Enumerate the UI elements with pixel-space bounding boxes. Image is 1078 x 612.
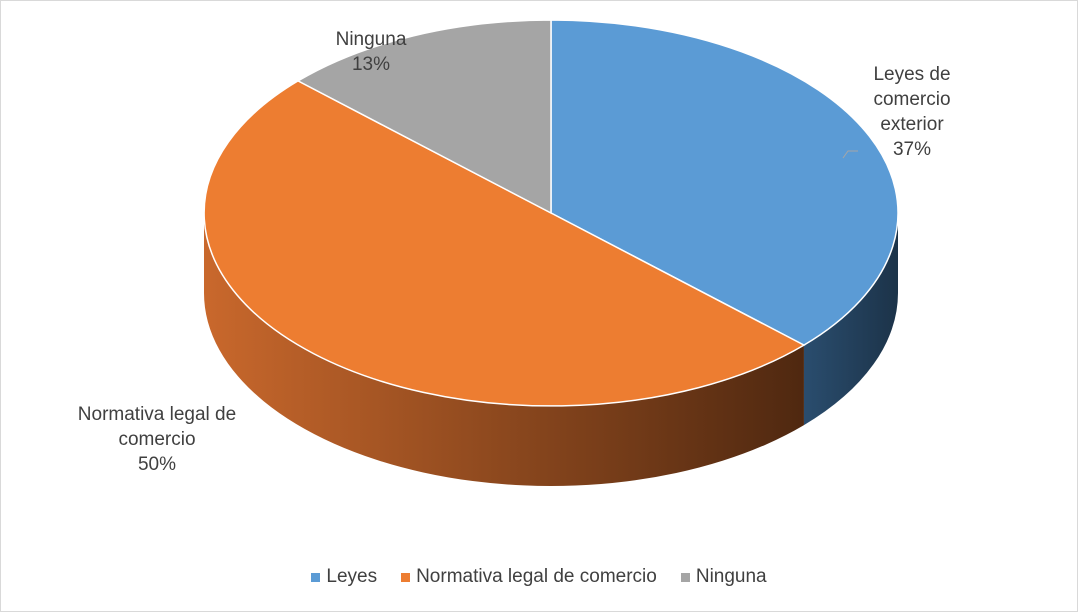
legend-item: Leyes: [311, 566, 377, 588]
label-name: Leyes de comercio exterior: [873, 64, 951, 135]
legend-label: Leyes: [326, 566, 378, 587]
legend-swatch: [311, 572, 321, 582]
slice: [203, 80, 806, 407]
slice: [550, 19, 899, 346]
legend-item: Ninguna: [680, 566, 767, 588]
legend-label: Normativa legal de comercio: [416, 566, 657, 587]
data-label: Leyes de comercio exterior 37%: [852, 62, 972, 162]
slice-side: [803, 213, 898, 426]
legend-item: Normativa legal de comercio: [401, 566, 657, 588]
legend-swatch: [401, 572, 411, 582]
label-name: Normativa legal de comercio: [77, 404, 237, 450]
leader-line: [842, 150, 858, 159]
legend: Leyes Normativa legal de comercio Ninguna: [0, 566, 1078, 588]
label-name: Ninguna: [335, 29, 407, 50]
label-value: 13%: [351, 54, 391, 75]
data-label: Ninguna 13%: [296, 27, 446, 77]
legend-swatch: [680, 572, 690, 582]
label-value: 37%: [892, 139, 932, 160]
data-label: Normativa legal de comercio 50%: [62, 402, 252, 477]
label-value: 50%: [137, 454, 177, 475]
slice: [296, 19, 552, 215]
legend-label: Ninguna: [695, 566, 767, 587]
slice-side: [203, 213, 804, 486]
